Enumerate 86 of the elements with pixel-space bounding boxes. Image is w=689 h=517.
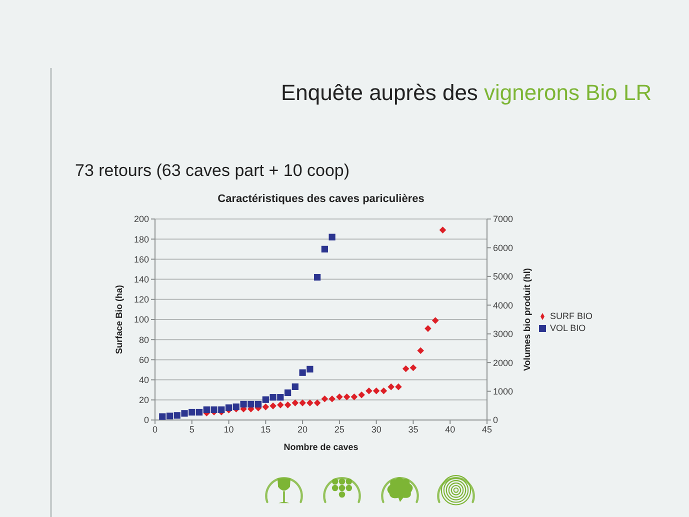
legend-label: SURF BIO <box>550 310 593 320</box>
point <box>254 400 262 408</box>
point <box>240 400 247 408</box>
point <box>432 317 439 324</box>
point <box>292 400 299 406</box>
x-axis-title: Nombre de caves <box>284 442 358 452</box>
x-tick-label: 0 <box>152 424 158 434</box>
point <box>159 413 166 420</box>
y-tick-label: 140 <box>134 274 149 284</box>
x-tick-label: 20 <box>298 424 308 434</box>
point <box>314 274 321 281</box>
x-tick-label: 30 <box>371 424 382 434</box>
point <box>321 246 328 252</box>
point <box>388 383 394 390</box>
point <box>284 389 292 396</box>
y-tick-label: 160 <box>134 254 149 264</box>
point <box>225 404 232 411</box>
legend-label: VOL BIO <box>550 322 586 332</box>
y-tick-label: 40 <box>138 374 149 385</box>
point <box>402 365 410 372</box>
x-tick-label: 25 <box>334 424 344 434</box>
y2-tick-label: 5000 <box>493 272 514 282</box>
point <box>372 387 380 394</box>
point <box>299 400 306 406</box>
point <box>395 383 402 390</box>
point <box>366 387 372 394</box>
point <box>358 391 365 398</box>
point <box>299 369 306 376</box>
y-tick-label: 120 <box>134 294 149 305</box>
point <box>277 402 284 408</box>
point <box>188 408 196 416</box>
y-tick-label: 80 <box>138 334 149 345</box>
x-tick-label: 40 <box>445 424 456 434</box>
point <box>284 402 292 408</box>
point <box>306 400 314 406</box>
y2-tick-label: 0 <box>493 415 498 426</box>
point <box>424 325 432 332</box>
point <box>270 402 276 410</box>
x-tick-label: 10 <box>224 424 234 434</box>
y2-tick-label: 7000 <box>493 214 514 224</box>
point <box>439 226 446 234</box>
y-axis-title: Surface Bio (ha) <box>114 284 124 354</box>
point <box>218 406 225 413</box>
point <box>196 408 203 416</box>
point <box>210 406 218 413</box>
point <box>277 394 284 401</box>
point <box>380 387 388 394</box>
point <box>270 394 276 401</box>
y2-tick-label: 2000 <box>493 358 514 368</box>
point <box>328 234 336 240</box>
point <box>248 400 254 408</box>
point <box>203 406 210 413</box>
y-tick-label: 180 <box>134 234 149 244</box>
point <box>174 412 180 419</box>
chart-title: Caractéristiques des caves pariculières <box>218 193 424 205</box>
point <box>232 403 240 410</box>
text: 73 retours (63 caves part + 10 coop) <box>75 161 350 180</box>
point <box>410 364 417 372</box>
point <box>181 410 188 417</box>
point <box>336 393 343 400</box>
y2-axis-title: Volumes bio produit (hl) <box>522 268 532 371</box>
x-tick-label: 45 <box>482 424 492 434</box>
point <box>314 400 321 406</box>
y-tick-label: 60 <box>138 354 149 365</box>
text: Enquête auprès des vignerons Bio LR <box>281 80 652 105</box>
x-tick-label: 15 <box>260 424 271 434</box>
y2-tick-label: 3000 <box>493 329 514 340</box>
y-tick-label: 200 <box>134 214 149 224</box>
y-tick-label: 100 <box>134 314 149 325</box>
point <box>350 393 358 400</box>
point <box>328 395 336 402</box>
y2-tick-label: 1000 <box>493 386 514 396</box>
point <box>343 393 350 400</box>
y-tick-label: 0 <box>144 415 149 426</box>
y2-tick-label: 6000 <box>493 242 514 253</box>
point <box>417 347 424 354</box>
y-tick-label: 20 <box>138 395 149 406</box>
x-tick-label: 5 <box>189 424 194 434</box>
point <box>262 404 270 410</box>
y2-tick-label: 4000 <box>493 300 514 310</box>
point <box>166 412 174 420</box>
point <box>292 383 298 390</box>
point <box>321 395 328 402</box>
point <box>262 396 269 403</box>
x-tick-label: 35 <box>408 424 418 434</box>
point <box>306 366 314 372</box>
